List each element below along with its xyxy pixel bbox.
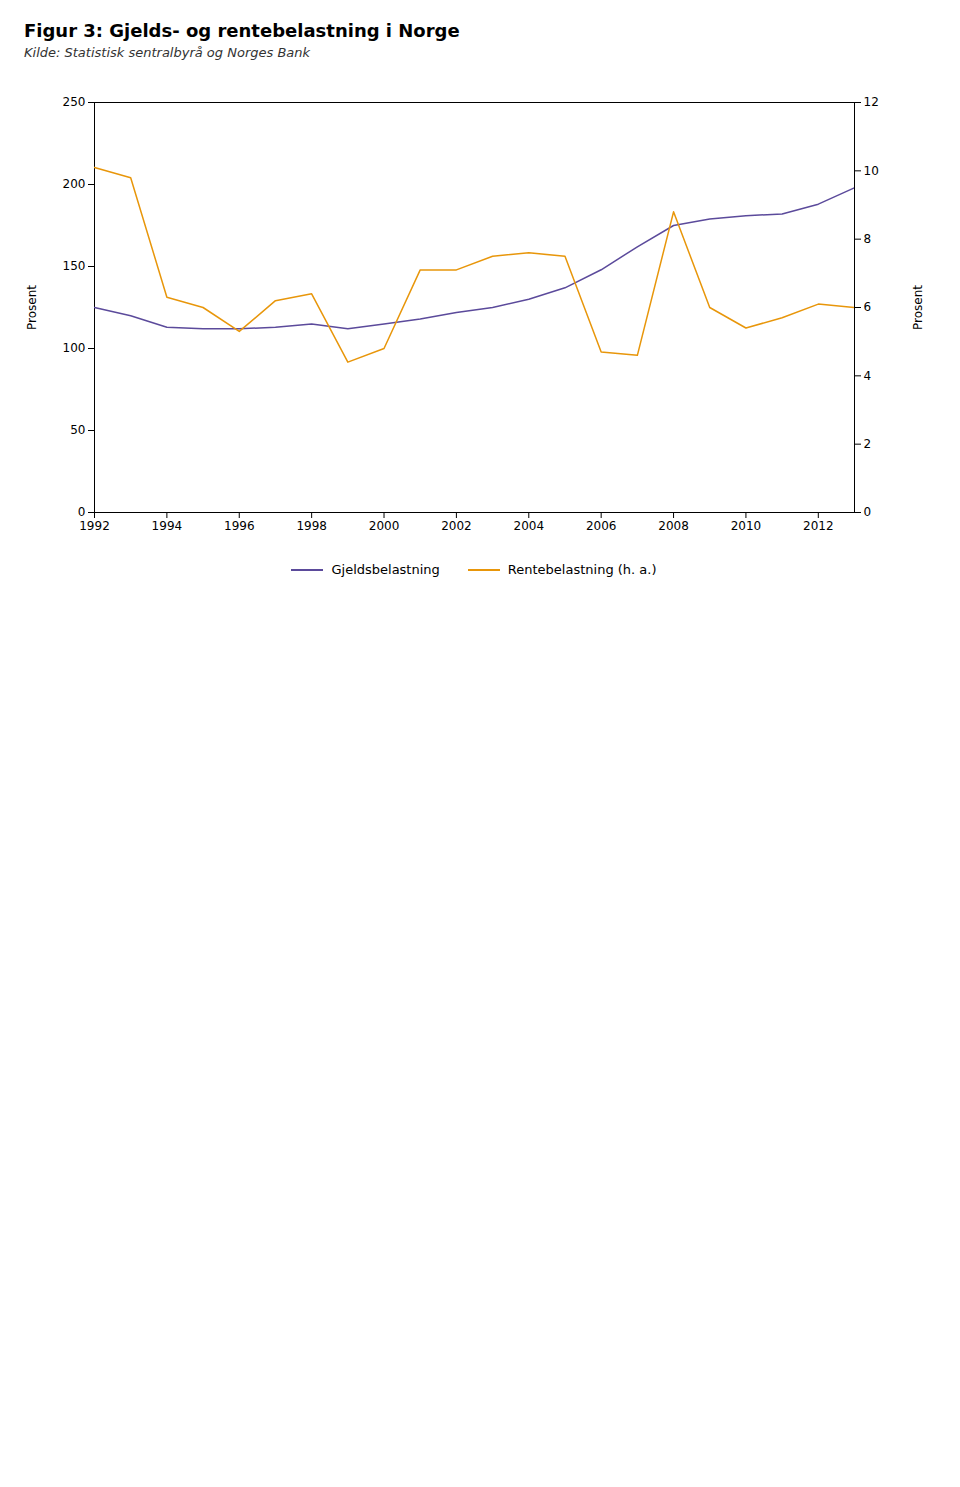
svg-text:2008: 2008 (658, 519, 689, 533)
svg-text:100: 100 (63, 341, 86, 355)
html-text:Gjeldsbelastning: Gjeldsbelastning (331, 562, 440, 577)
svg-text:2006: 2006 (586, 519, 617, 533)
svg-text:2000: 2000 (369, 519, 400, 533)
svg-text:1996: 1996 (224, 519, 255, 533)
svg-text:50: 50 (70, 423, 85, 437)
svg-text:0: 0 (78, 505, 86, 519)
svg-text:12: 12 (864, 95, 879, 109)
html-text:Figur 3: Gjelds- og rentebelas: Figur 3: Gjelds- og rentebelastning i No… (24, 20, 460, 41)
svg-text:6: 6 (864, 300, 872, 314)
svg-text:Prosent: Prosent (911, 285, 925, 330)
svg-text:250: 250 (63, 95, 86, 109)
svg-text:2012: 2012 (803, 519, 834, 533)
svg-text:2004: 2004 (514, 519, 545, 533)
svg-text:1994: 1994 (152, 519, 183, 533)
svg-text:8: 8 (864, 232, 872, 246)
svg-text:Prosent: Prosent (25, 285, 39, 330)
svg-text:2002: 2002 (441, 519, 472, 533)
svg-text:1998: 1998 (296, 519, 327, 533)
svg-text:1992: 1992 (79, 519, 110, 533)
svg-text:10: 10 (864, 164, 879, 178)
html-text:Rentebelastning (h. a.): Rentebelastning (h. a.) (507, 562, 657, 577)
svg-text:2: 2 (864, 437, 872, 451)
html-text:Kilde: Statistisk sentralbyrå: Kilde: Statistisk sentralbyrå og Norges … (24, 45, 310, 60)
svg-text:2010: 2010 (731, 519, 762, 533)
svg-text:0: 0 (864, 505, 872, 519)
svg-text:200: 200 (63, 177, 86, 191)
svg-text:150: 150 (63, 259, 86, 273)
svg-text:4: 4 (864, 369, 872, 383)
